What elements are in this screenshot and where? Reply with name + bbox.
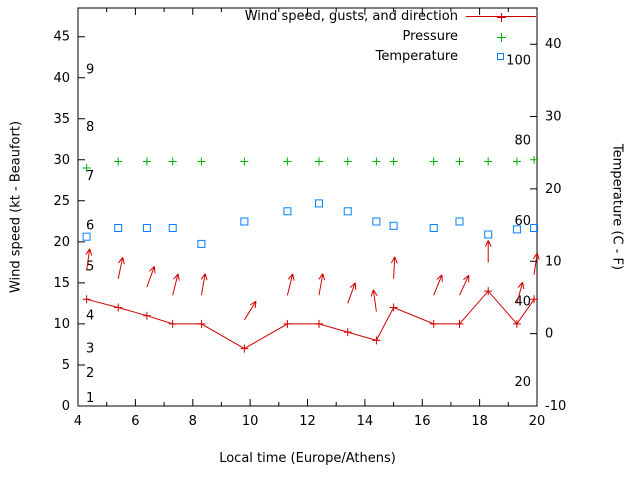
beaufort-scale-label: 4: [86, 309, 94, 324]
y-left-tick-label: 0: [62, 399, 70, 414]
temperature-series: [82, 199, 539, 248]
beaufort-scale-label: 2: [86, 366, 94, 381]
fahrenheit-scale-label: 80: [514, 134, 531, 149]
wind-direction-arrows: [85, 240, 540, 321]
y-axis-title-left: Wind speed (kt - Beaufort): [8, 120, 24, 294]
wind-speed-markers: [82, 287, 539, 353]
axes: [77, 7, 538, 407]
x-tick-label: 14: [357, 414, 374, 429]
y-right-tick-label: 0: [545, 327, 553, 342]
plus-marker-icon: [497, 33, 506, 42]
x-axis-title: Local time (Europe/Athens): [219, 451, 396, 466]
pressure-series: [82, 155, 539, 172]
beaufort-scale-label: 8: [86, 120, 94, 135]
legend-item-wind: Wind speed, gusts, and direction: [0, 8, 640, 26]
plus-marker-icon: [497, 13, 506, 22]
fahrenheit-scale-label: 20: [514, 375, 531, 390]
beaufort-scale-label: 9: [86, 63, 94, 78]
x-tick-label: 4: [74, 414, 82, 429]
y-right-tick-label: 40: [545, 37, 562, 52]
x-tick-label: 12: [299, 414, 316, 429]
y-left-tick-label: 5: [62, 358, 70, 373]
beaufort-scale-label: 1: [86, 391, 94, 406]
fahrenheit-scale-label: 100: [506, 53, 531, 68]
legend-sample-wind: [466, 8, 536, 26]
legend-item-temperature: Temperature: [0, 48, 640, 66]
y-left-tick-label: 30: [53, 153, 70, 168]
y-left-tick-label: 20: [53, 235, 70, 250]
x-tick-label: 18: [471, 414, 488, 429]
y-axis-title-right: Temperature (C - F): [609, 143, 625, 271]
y-left-tick-label: 35: [53, 112, 70, 127]
legend-item-pressure: Pressure: [0, 28, 640, 46]
y-left-tick-label: 15: [53, 276, 70, 291]
x-tick-label: 8: [189, 414, 197, 429]
y-right-tick-label: 30: [545, 110, 562, 125]
beaufort-scale-label: 3: [86, 342, 94, 357]
legend-label-wind: Wind speed, gusts, and direction: [244, 9, 458, 24]
y-left-tick-label: 10: [53, 317, 70, 332]
beaufort-scale-label: 5: [86, 259, 94, 274]
beaufort-scale-label: 6: [86, 218, 94, 233]
legend-label-pressure: Pressure: [402, 29, 458, 44]
beaufort-scale-label: 7: [86, 169, 94, 184]
legend-sample-pressure: [466, 28, 536, 46]
legend-label-temperature: Temperature: [375, 49, 458, 64]
square-marker-icon: [497, 53, 504, 60]
x-tick-label: 20: [529, 414, 546, 429]
x-tick-label: 10: [242, 414, 259, 429]
wind-speed-line: [86, 290, 535, 350]
y-right-tick-label: 20: [545, 182, 562, 197]
x-tick-label: 6: [131, 414, 139, 429]
y-left-tick-label: 40: [53, 71, 70, 86]
y-left-tick-label: 25: [53, 194, 70, 209]
y-right-tick-label: 10: [545, 254, 562, 269]
legend-sample-temperature: [466, 48, 536, 66]
x-tick-label: 16: [414, 414, 431, 429]
y-left-tick-label: 45: [53, 30, 70, 45]
fahrenheit-scale-label: 60: [514, 214, 531, 229]
y-right-tick-label: -10: [545, 399, 566, 414]
